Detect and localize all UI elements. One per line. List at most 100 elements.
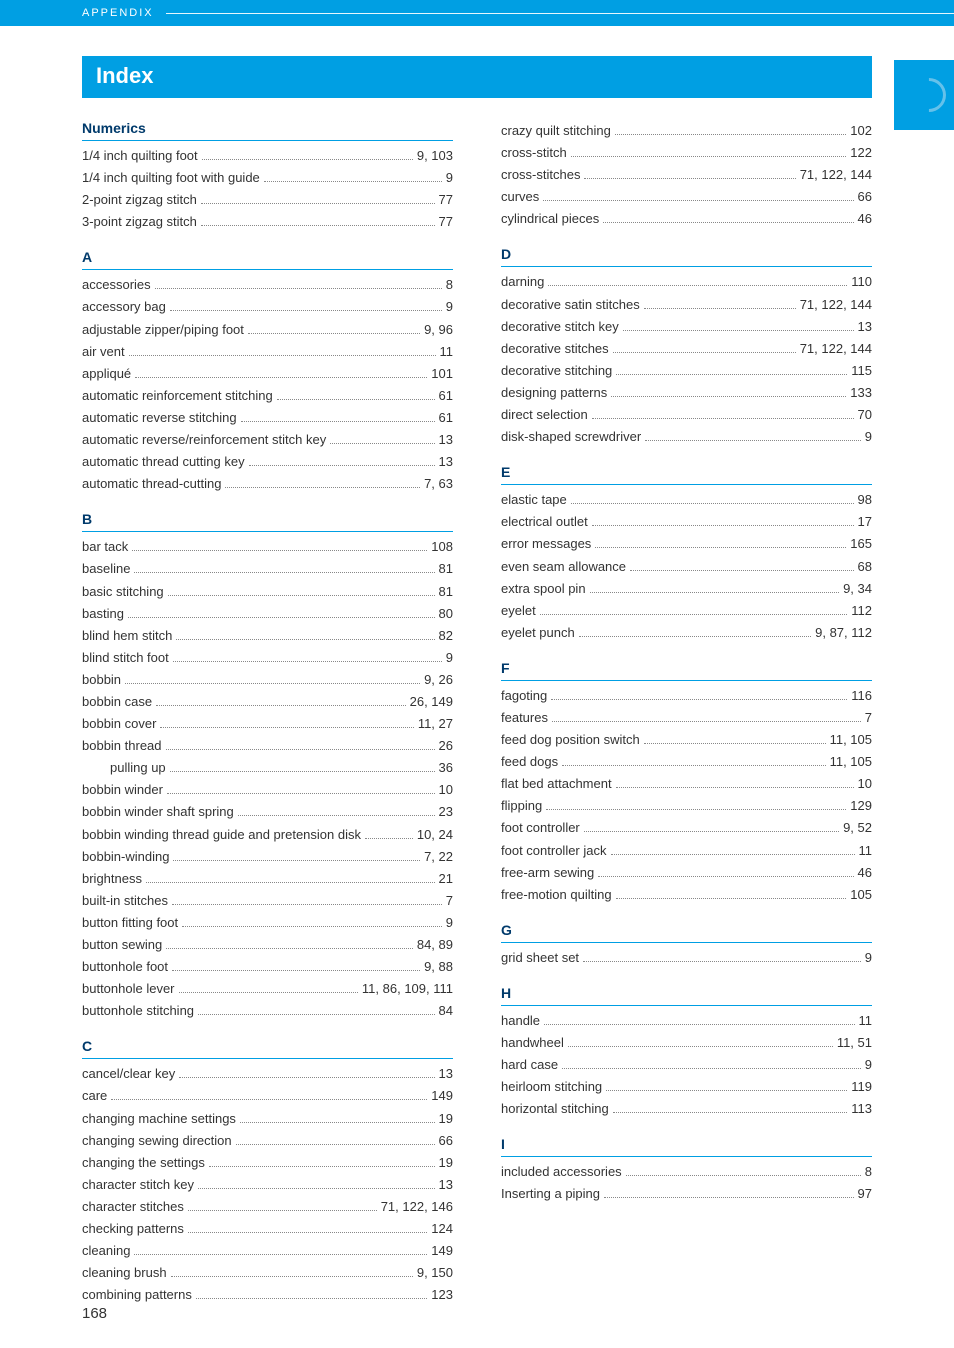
index-pages: 10	[439, 779, 453, 801]
leader-dots	[111, 1090, 427, 1100]
index-entry: changing the settings 19	[82, 1152, 453, 1174]
index-pages: 66	[858, 186, 872, 208]
leader-dots	[156, 696, 406, 706]
index-entry: free-arm sewing46	[501, 862, 872, 884]
index-entry: blind stitch foot9	[82, 647, 453, 669]
leader-dots	[179, 1068, 434, 1078]
index-pages: 68	[858, 556, 872, 578]
leader-dots	[135, 367, 427, 377]
leader-dots	[277, 389, 435, 399]
index-pages: 9	[865, 947, 872, 969]
leader-dots	[248, 323, 420, 333]
leader-dots	[595, 538, 846, 548]
index-pages: 26	[439, 735, 453, 757]
section-heading: G	[501, 922, 872, 943]
leader-dots	[188, 1223, 427, 1233]
index-entry: hard case9	[501, 1054, 872, 1076]
leader-dots	[198, 1005, 435, 1015]
index-entry: basic stitching81	[82, 581, 453, 603]
index-entry: automatic reverse stitching61	[82, 407, 453, 429]
leader-dots	[170, 301, 442, 311]
index-term: changing the settings	[82, 1152, 205, 1174]
index-pages: 19	[439, 1152, 453, 1174]
index-term: heirloom stitching	[501, 1076, 602, 1098]
index-term: cleaning brush	[82, 1262, 167, 1284]
index-pages: 11	[859, 840, 873, 862]
index-pages: 129	[850, 795, 872, 817]
index-term: foot controller	[501, 817, 580, 839]
index-term: flat bed attachment	[501, 773, 612, 795]
index-pages: 9, 96	[424, 319, 453, 341]
leader-dots	[551, 689, 847, 699]
index-term: flipping	[501, 795, 542, 817]
leader-dots	[583, 951, 861, 961]
index-entry: checking patterns124	[82, 1218, 453, 1240]
index-entry: adjustable zipper/piping foot9, 96	[82, 319, 453, 341]
index-pages: 11	[859, 1010, 873, 1032]
leader-dots	[179, 983, 358, 993]
leader-dots	[225, 478, 420, 488]
index-entry: elastic tape98	[501, 489, 872, 511]
index-term: crazy quilt stitching	[501, 120, 611, 142]
leader-dots	[644, 298, 796, 308]
index-term: automatic thread cutting key	[82, 451, 245, 473]
index-term: baseline	[82, 558, 130, 580]
index-entry: cleaning brush9, 150	[82, 1262, 453, 1284]
index-entry: care149	[82, 1085, 453, 1107]
index-term: basting	[82, 603, 124, 625]
leader-dots	[236, 1134, 435, 1144]
leader-dots	[264, 172, 442, 182]
index-pages: 13	[439, 1174, 453, 1196]
leader-dots	[544, 1015, 854, 1025]
index-pages: 115	[851, 360, 872, 382]
index-term: hard case	[501, 1054, 558, 1076]
index-entry: eyelet punch9, 87, 112	[501, 622, 872, 644]
index-term: bobbin winder shaft spring	[82, 801, 234, 823]
index-entry: automatic reinforcement stitching61	[82, 385, 453, 407]
section-heading: B	[82, 511, 453, 532]
leader-dots	[168, 585, 435, 595]
index-term: buttonhole foot	[82, 956, 168, 978]
index-entry: feed dogs11, 105	[501, 751, 872, 773]
index-entry: built-in stitches7	[82, 890, 453, 912]
index-entry: decorative stitch key13	[501, 316, 872, 338]
index-entry: foot controller jack11	[501, 840, 872, 862]
index-pages: 19	[439, 1108, 453, 1130]
index-entry: direct selection70	[501, 404, 872, 426]
index-pages: 9, 103	[417, 145, 453, 167]
index-entry: bobbin9, 26	[82, 669, 453, 691]
index-term: free-motion quilting	[501, 884, 612, 906]
leader-dots	[171, 1267, 413, 1277]
index-term: handle	[501, 1010, 540, 1032]
right-column: crazy quilt stitching102cross-stitch122c…	[501, 120, 872, 1306]
index-pages: 84	[439, 1000, 453, 1022]
index-pages: 10, 24	[417, 824, 453, 846]
index-pages: 9, 87, 112	[815, 622, 872, 644]
index-entry: pulling up36	[82, 757, 453, 779]
side-tab	[894, 60, 954, 130]
index-term: bobbin	[82, 669, 121, 691]
index-entry: 1/4 inch quilting foot9, 103	[82, 145, 453, 167]
index-entry: darning110	[501, 271, 872, 293]
index-pages: 11, 105	[830, 729, 872, 751]
index-pages: 61	[439, 407, 453, 429]
appendix-label: APPENDIX	[82, 7, 154, 19]
index-pages: 105	[850, 884, 872, 906]
index-pages: 9	[446, 167, 453, 189]
leader-dots	[155, 279, 442, 289]
index-pages: 8	[865, 1161, 872, 1183]
leader-dots	[166, 740, 435, 750]
leader-dots	[571, 147, 847, 157]
leader-dots	[630, 560, 854, 570]
leader-dots	[172, 961, 420, 971]
index-term: Inserting a piping	[501, 1183, 600, 1205]
index-columns: Numerics1/4 inch quilting foot9, 1031/4 …	[82, 120, 872, 1306]
index-entry: electrical outlet17	[501, 511, 872, 533]
leader-dots	[182, 917, 442, 927]
index-term: feed dogs	[501, 751, 558, 773]
index-pages: 7, 63	[424, 473, 453, 495]
index-pages: 26, 149	[410, 691, 453, 713]
index-entry: air vent11	[82, 341, 453, 363]
leader-dots	[540, 604, 848, 614]
index-entry: decorative stitches71, 122, 144	[501, 338, 872, 360]
